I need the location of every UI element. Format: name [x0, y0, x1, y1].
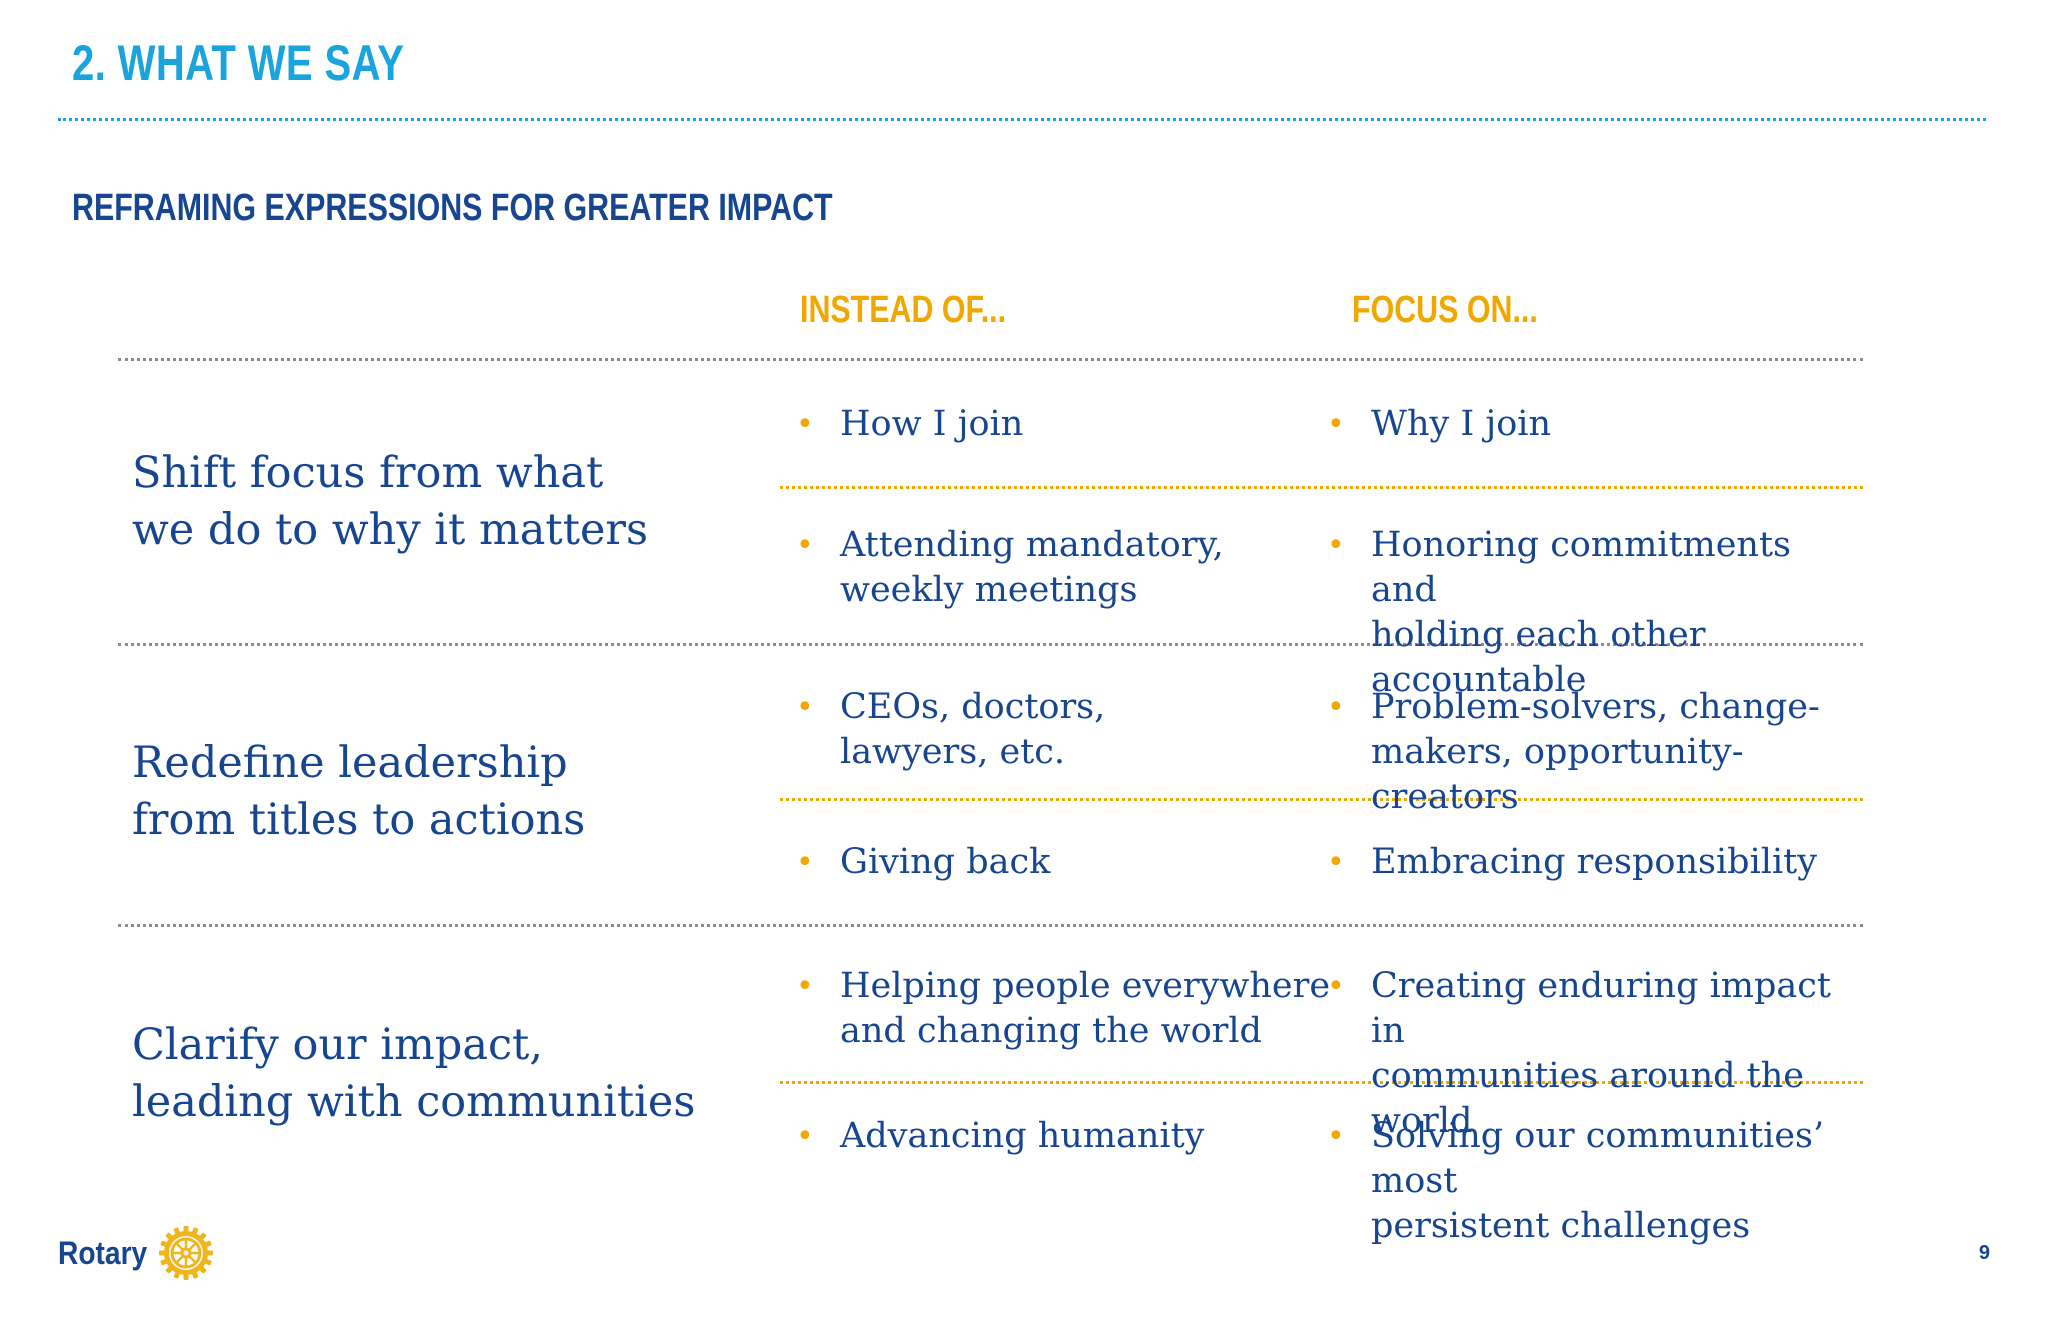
list-item-focus: • Solving our communities’ most persiste… [1327, 1114, 1867, 1249]
item-text: How I join [840, 404, 1024, 444]
item-text: Creating enduring impact in communities … [1371, 966, 1831, 1141]
list-item-instead: • Advancing humanity [796, 1114, 1336, 1159]
subrow-divider-2 [780, 798, 1863, 801]
item-text: Honoring commitments and holding each ot… [1371, 525, 1791, 700]
list-item-focus: • Problem-solvers, change- makers, oppor… [1327, 685, 1867, 820]
bullet-icon: • [1327, 690, 1345, 725]
bullet-icon: • [796, 845, 814, 880]
page-title: 2. WHAT WE SAY [72, 35, 405, 91]
list-item-focus: • Embracing responsibility [1327, 840, 1867, 885]
list-item-instead: • CEOs, doctors, lawyers, etc. [796, 685, 1336, 775]
bullet-icon: • [796, 1119, 814, 1154]
list-item-focus: • Creating enduring impact in communitie… [1327, 964, 1867, 1144]
bullet-icon: • [796, 407, 814, 442]
section-label-shift-focus: Shift focus from what we do to why it ma… [132, 445, 648, 559]
section-label-redefine-leadership: Redefine leadership from titles to actio… [132, 735, 585, 849]
column-header-instead-of: INSTEAD OF... [800, 289, 1007, 331]
title-divider [58, 118, 1986, 121]
list-item-instead: • Attending mandatory, weekly meetings [796, 523, 1336, 613]
rotary-wheel-icon [159, 1226, 214, 1280]
section-label-text: Redefine leadership from titles to actio… [132, 738, 586, 845]
bullet-icon: • [1327, 1119, 1345, 1154]
item-text: Attending mandatory, weekly meetings [840, 525, 1224, 610]
subrow-divider-1 [780, 486, 1863, 489]
rotary-logo: Rotary [58, 1224, 215, 1282]
bullet-icon: • [1327, 845, 1345, 880]
item-text: Giving back [840, 842, 1051, 882]
logo-wordmark: Rotary [58, 1234, 148, 1271]
item-text: CEOs, doctors, lawyers, etc. [840, 687, 1106, 772]
table-divider-top [118, 358, 1863, 361]
bullet-icon: • [796, 528, 814, 563]
list-item-focus: • Honoring commitments and holding each … [1327, 523, 1867, 703]
item-text: Problem-solvers, change- makers, opportu… [1371, 687, 1820, 817]
bullet-icon: • [1327, 407, 1345, 442]
subrow-divider-3 [780, 1081, 1863, 1084]
section-label-text: Shift focus from what we do to why it ma… [132, 448, 649, 555]
item-text: Advancing humanity [840, 1116, 1205, 1156]
section-label-clarify-impact: Clarify our impact, leading with communi… [132, 1017, 695, 1131]
bullet-icon: • [796, 690, 814, 725]
list-item-instead: • How I join [796, 402, 1336, 447]
bullet-icon: • [1327, 969, 1345, 1004]
item-text: Embracing responsibility [1371, 842, 1818, 882]
list-item-focus: • Why I join [1327, 402, 1867, 447]
table-divider-2 [118, 924, 1863, 927]
list-item-instead: • Giving back [796, 840, 1336, 885]
bullet-icon: • [1327, 528, 1345, 563]
section-subtitle: REFRAMING EXPRESSIONS FOR GREATER IMPACT [72, 187, 833, 229]
list-item-instead: • Helping people everywhere and changing… [796, 964, 1336, 1054]
item-text: Helping people everywhere and changing t… [840, 966, 1331, 1051]
section-label-text: Clarify our impact, leading with communi… [132, 1020, 696, 1127]
table-divider-1 [118, 643, 1863, 646]
item-text: Why I join [1371, 404, 1552, 444]
item-text: Solving our communities’ most persistent… [1371, 1116, 1825, 1246]
column-header-focus-on: FOCUS ON... [1352, 289, 1538, 331]
bullet-icon: • [796, 969, 814, 1004]
page-number: 9 [1978, 1242, 1990, 1264]
